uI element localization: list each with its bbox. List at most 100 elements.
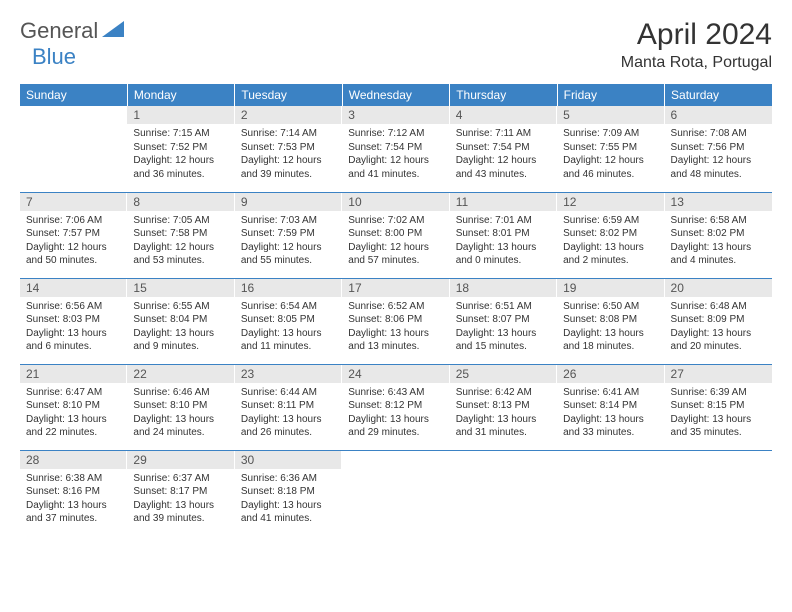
sunset-text: Sunset: 8:05 PM [241, 313, 336, 327]
brand-logo: General [20, 18, 128, 44]
sunrise-text: Sunrise: 6:38 AM [26, 472, 121, 486]
daylight-text-2: and 0 minutes. [456, 254, 551, 268]
day-detail: Sunrise: 7:14 AMSunset: 7:53 PMDaylight:… [235, 124, 342, 187]
sunrise-text: Sunrise: 6:44 AM [241, 386, 336, 400]
calendar-cell: 26Sunrise: 6:41 AMSunset: 8:14 PMDayligh… [557, 364, 664, 450]
calendar-cell: 20Sunrise: 6:48 AMSunset: 8:09 PMDayligh… [665, 278, 772, 364]
day-number: 6 [665, 106, 772, 124]
daylight-text-1: Daylight: 13 hours [241, 413, 336, 427]
month-title: April 2024 [621, 18, 772, 52]
day-detail: Sunrise: 6:41 AMSunset: 8:14 PMDaylight:… [557, 383, 664, 446]
day-detail: Sunrise: 6:46 AMSunset: 8:10 PMDaylight:… [127, 383, 234, 446]
day-number: 13 [665, 193, 772, 211]
daylight-text-1: Daylight: 13 hours [348, 413, 443, 427]
day-detail: Sunrise: 7:15 AMSunset: 7:52 PMDaylight:… [127, 124, 234, 187]
day-header-row: Sunday Monday Tuesday Wednesday Thursday… [20, 84, 772, 106]
daylight-text-1: Daylight: 12 hours [348, 241, 443, 255]
day-detail: Sunrise: 6:43 AMSunset: 8:12 PMDaylight:… [342, 383, 449, 446]
daylight-text-1: Daylight: 13 hours [348, 327, 443, 341]
sunset-text: Sunset: 8:14 PM [563, 399, 658, 413]
daylight-text-2: and 48 minutes. [671, 168, 766, 182]
sunset-text: Sunset: 7:54 PM [348, 141, 443, 155]
sunset-text: Sunset: 7:53 PM [241, 141, 336, 155]
daylight-text-1: Daylight: 13 hours [671, 241, 766, 255]
calendar-cell [342, 450, 449, 536]
sunrise-text: Sunrise: 7:08 AM [671, 127, 766, 141]
calendar-cell: 9Sunrise: 7:03 AMSunset: 7:59 PMDaylight… [235, 192, 342, 278]
sunrise-text: Sunrise: 7:05 AM [133, 214, 228, 228]
daylight-text-1: Daylight: 12 hours [241, 241, 336, 255]
calendar-cell: 14Sunrise: 6:56 AMSunset: 8:03 PMDayligh… [20, 278, 127, 364]
daylight-text-2: and 18 minutes. [563, 340, 658, 354]
day-number: 8 [127, 193, 234, 211]
daylight-text-1: Daylight: 12 hours [563, 154, 658, 168]
day-detail: Sunrise: 7:12 AMSunset: 7:54 PMDaylight:… [342, 124, 449, 187]
calendar-cell: 22Sunrise: 6:46 AMSunset: 8:10 PMDayligh… [127, 364, 234, 450]
dayhead-sun: Sunday [20, 84, 127, 106]
sunset-text: Sunset: 8:16 PM [26, 485, 121, 499]
daylight-text-2: and 24 minutes. [133, 426, 228, 440]
daylight-text-1: Daylight: 13 hours [563, 241, 658, 255]
day-number: 3 [342, 106, 449, 124]
daylight-text-1: Daylight: 12 hours [26, 241, 121, 255]
calendar-cell: 18Sunrise: 6:51 AMSunset: 8:07 PMDayligh… [450, 278, 557, 364]
calendar-cell: 1Sunrise: 7:15 AMSunset: 7:52 PMDaylight… [127, 106, 234, 192]
day-number: 24 [342, 365, 449, 383]
day-number: 14 [20, 279, 127, 297]
sunrise-text: Sunrise: 6:51 AM [456, 300, 551, 314]
sunrise-text: Sunrise: 6:50 AM [563, 300, 658, 314]
calendar-cell: 3Sunrise: 7:12 AMSunset: 7:54 PMDaylight… [342, 106, 449, 192]
dayhead-sat: Saturday [665, 84, 772, 106]
dayhead-fri: Friday [557, 84, 664, 106]
day-detail: Sunrise: 6:56 AMSunset: 8:03 PMDaylight:… [20, 297, 127, 360]
sunset-text: Sunset: 8:13 PM [456, 399, 551, 413]
day-detail: Sunrise: 6:36 AMSunset: 8:18 PMDaylight:… [235, 469, 342, 532]
sunrise-text: Sunrise: 6:54 AM [241, 300, 336, 314]
day-number: 4 [450, 106, 557, 124]
calendar-cell: 8Sunrise: 7:05 AMSunset: 7:58 PMDaylight… [127, 192, 234, 278]
day-detail: Sunrise: 6:38 AMSunset: 8:16 PMDaylight:… [20, 469, 127, 532]
daylight-text-2: and 50 minutes. [26, 254, 121, 268]
daylight-text-2: and 9 minutes. [133, 340, 228, 354]
daylight-text-2: and 29 minutes. [348, 426, 443, 440]
daylight-text-1: Daylight: 13 hours [26, 327, 121, 341]
sunset-text: Sunset: 8:07 PM [456, 313, 551, 327]
daylight-text-1: Daylight: 12 hours [348, 154, 443, 168]
sunrise-text: Sunrise: 6:37 AM [133, 472, 228, 486]
calendar-cell [20, 106, 127, 192]
calendar-cell: 4Sunrise: 7:11 AMSunset: 7:54 PMDaylight… [450, 106, 557, 192]
sunrise-text: Sunrise: 7:12 AM [348, 127, 443, 141]
day-detail: Sunrise: 6:59 AMSunset: 8:02 PMDaylight:… [557, 211, 664, 274]
sunset-text: Sunset: 8:11 PM [241, 399, 336, 413]
daylight-text-1: Daylight: 12 hours [456, 154, 551, 168]
sunset-text: Sunset: 8:17 PM [133, 485, 228, 499]
sunset-text: Sunset: 8:10 PM [133, 399, 228, 413]
calendar-cell: 11Sunrise: 7:01 AMSunset: 8:01 PMDayligh… [450, 192, 557, 278]
daylight-text-2: and 11 minutes. [241, 340, 336, 354]
day-detail: Sunrise: 6:51 AMSunset: 8:07 PMDaylight:… [450, 297, 557, 360]
daylight-text-1: Daylight: 12 hours [241, 154, 336, 168]
day-number: 21 [20, 365, 127, 383]
sunset-text: Sunset: 8:02 PM [671, 227, 766, 241]
daylight-text-1: Daylight: 13 hours [671, 327, 766, 341]
sunrise-text: Sunrise: 7:06 AM [26, 214, 121, 228]
sunrise-text: Sunrise: 7:14 AM [241, 127, 336, 141]
calendar-cell: 27Sunrise: 6:39 AMSunset: 8:15 PMDayligh… [665, 364, 772, 450]
sunset-text: Sunset: 8:10 PM [26, 399, 121, 413]
day-detail: Sunrise: 6:55 AMSunset: 8:04 PMDaylight:… [127, 297, 234, 360]
day-number: 19 [557, 279, 664, 297]
daylight-text-2: and 2 minutes. [563, 254, 658, 268]
sunset-text: Sunset: 8:06 PM [348, 313, 443, 327]
daylight-text-2: and 36 minutes. [133, 168, 228, 182]
daylight-text-1: Daylight: 13 hours [133, 327, 228, 341]
calendar-week-row: 7Sunrise: 7:06 AMSunset: 7:57 PMDaylight… [20, 192, 772, 278]
day-detail: Sunrise: 7:06 AMSunset: 7:57 PMDaylight:… [20, 211, 127, 274]
brand-part1: General [20, 18, 98, 44]
daylight-text-2: and 4 minutes. [671, 254, 766, 268]
day-number: 20 [665, 279, 772, 297]
day-number: 10 [342, 193, 449, 211]
day-detail: Sunrise: 7:02 AMSunset: 8:00 PMDaylight:… [342, 211, 449, 274]
daylight-text-2: and 26 minutes. [241, 426, 336, 440]
day-number: 11 [450, 193, 557, 211]
daylight-text-1: Daylight: 13 hours [241, 499, 336, 513]
